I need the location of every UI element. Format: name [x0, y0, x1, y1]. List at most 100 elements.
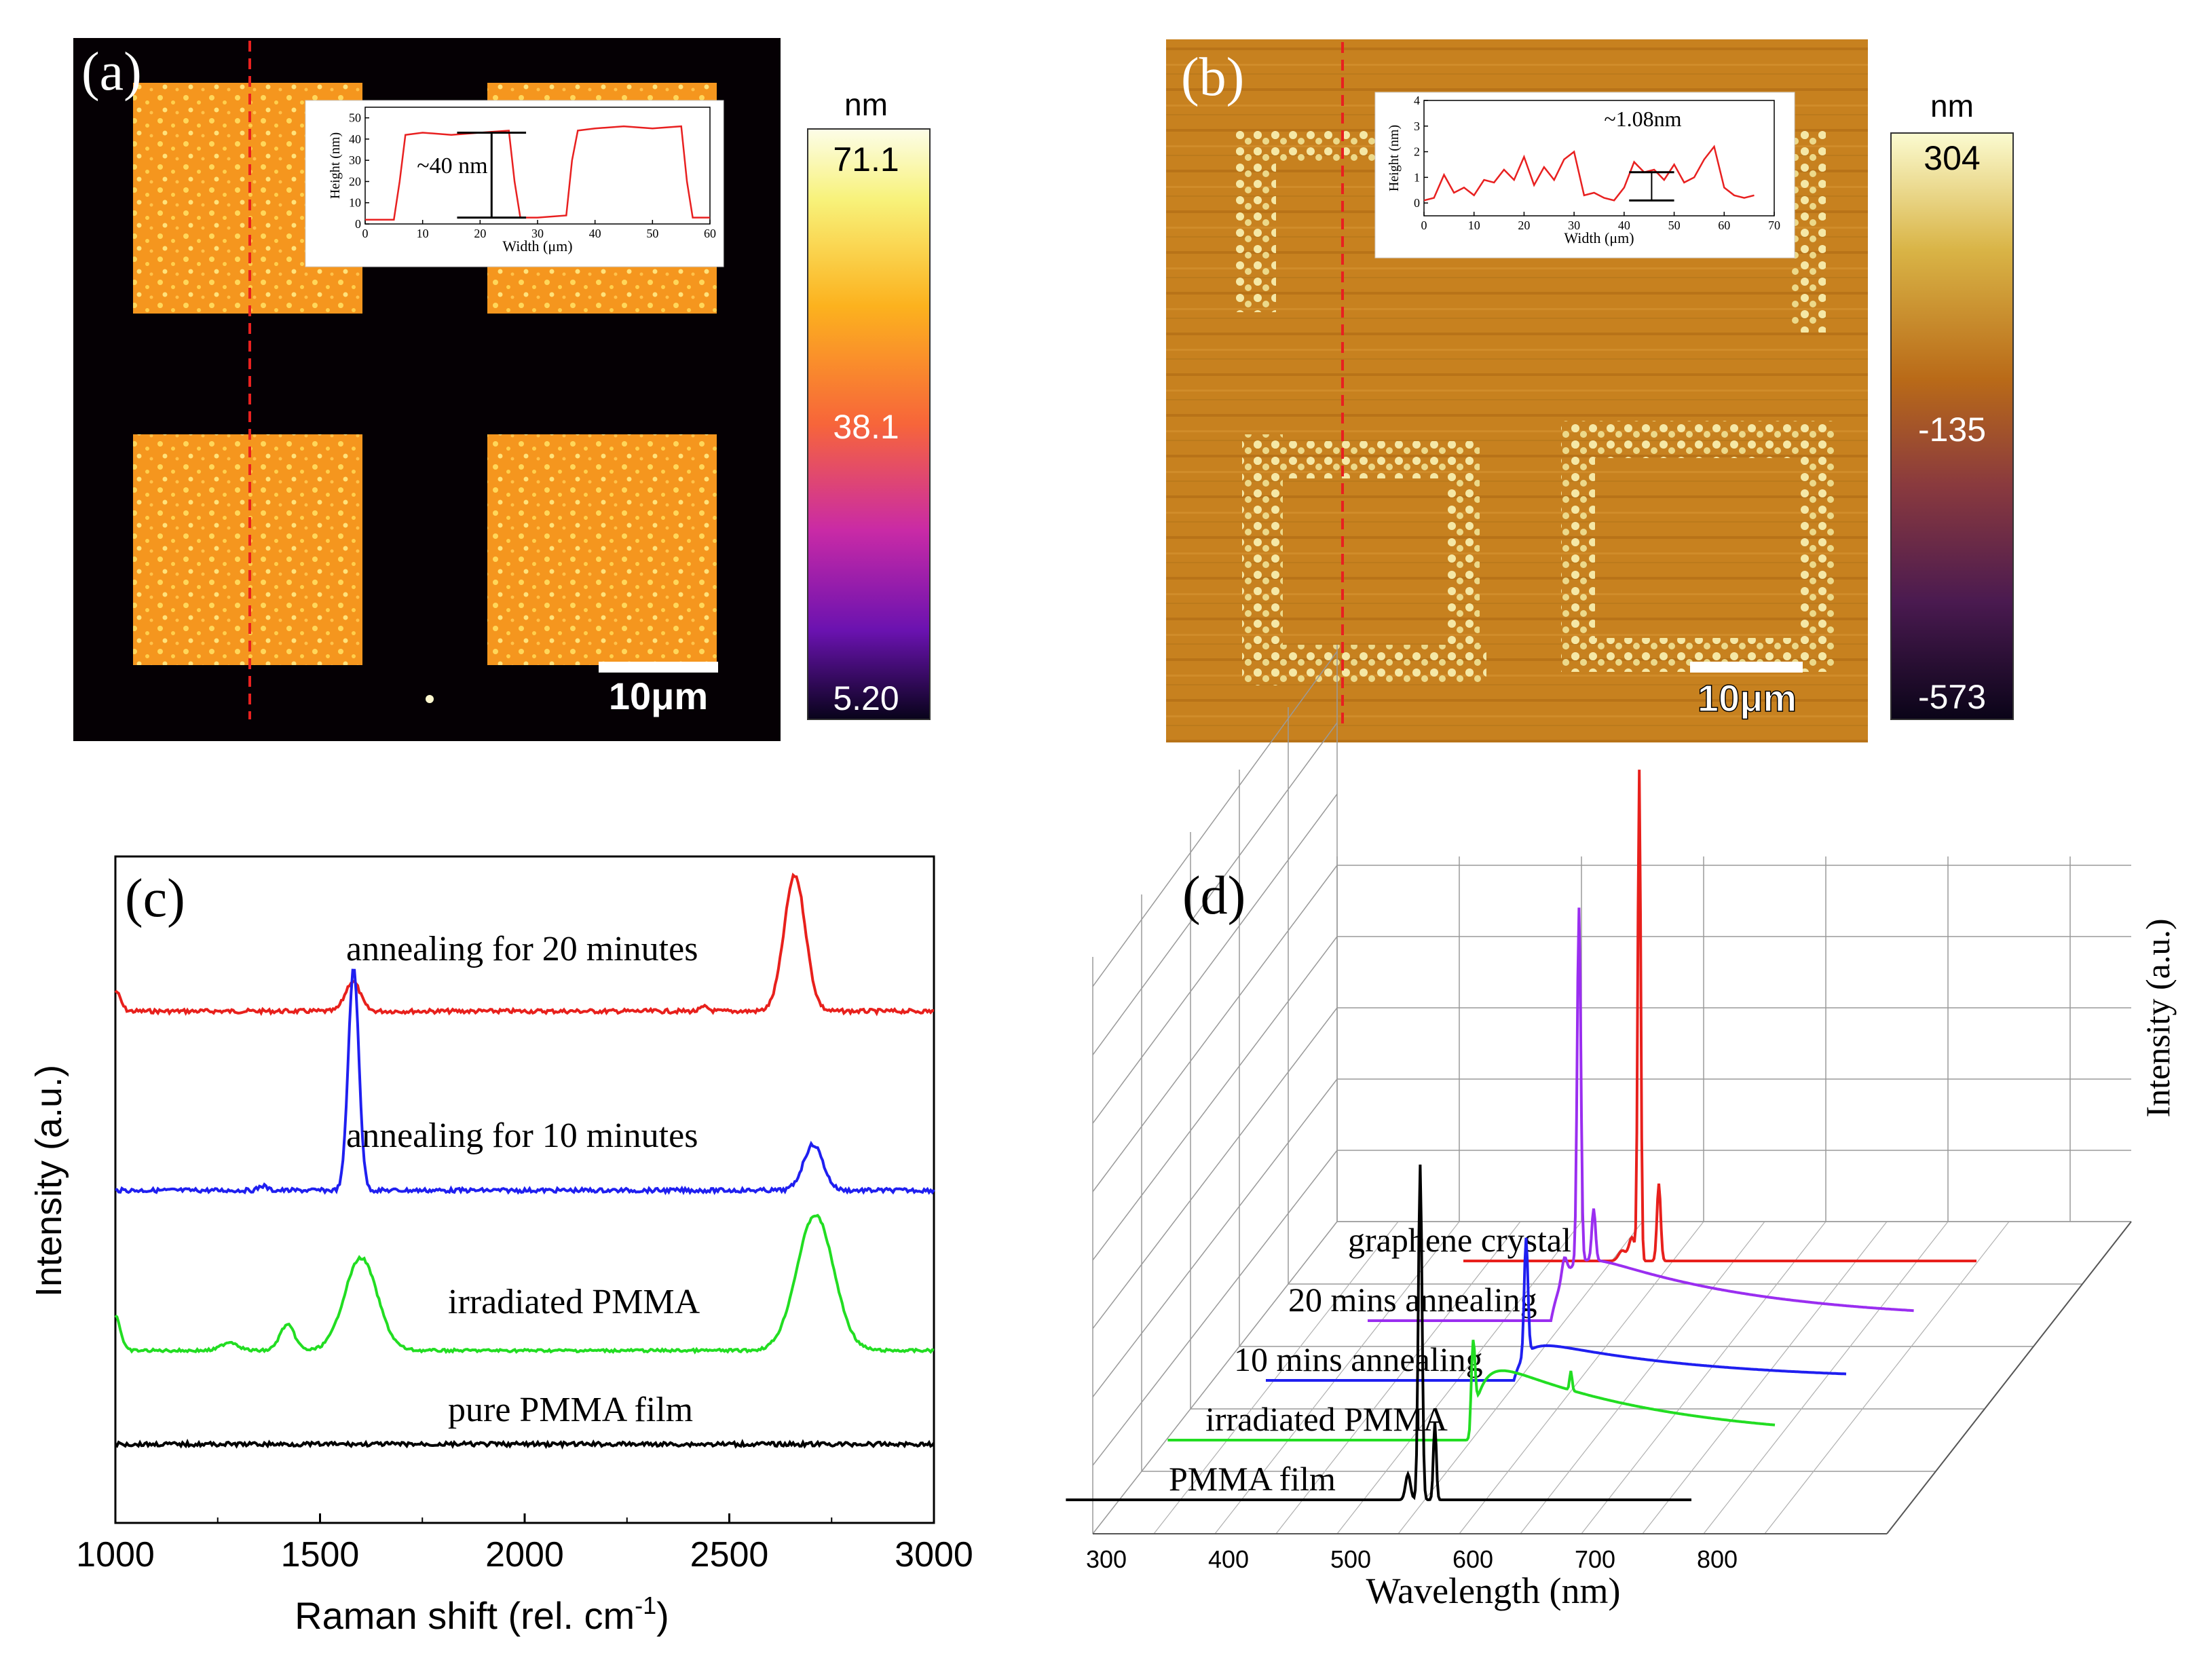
- grid-left-wall-h: [1092, 793, 1338, 1124]
- grid-floor-depth-line: [1764, 1221, 2010, 1534]
- series-label-c: annealing for 20 minutes: [346, 930, 698, 968]
- grid-left-wall-h: [1092, 1150, 1338, 1466]
- inset-y-tick-label: 50: [349, 111, 361, 125]
- colorbar-min-a: 5.20: [833, 679, 899, 717]
- x-tick-label-d: 300: [1086, 1545, 1127, 1573]
- panel-a: (a) 10μm 0 10 20 30 40 50 60 0 10 20 30 40 50 Width (…: [73, 38, 931, 741]
- 3d-grid-d: [1092, 645, 2132, 1534]
- inset-y-tick-label: 40: [349, 132, 361, 146]
- scale-bar-b: [1690, 662, 1803, 673]
- colorbar-unit-a: nm: [844, 87, 888, 122]
- grid-left-wall-h: [1092, 651, 1338, 987]
- inset-x-tick-label: 10: [417, 227, 429, 240]
- inset-x-tick-label: 50: [646, 227, 658, 240]
- inset-x-tick-label: 40: [589, 227, 601, 240]
- inset-x-tick-label: 0: [362, 227, 369, 240]
- x-tick-label-c: 3000: [895, 1535, 973, 1574]
- inset-y-axis-label: Height (nm): [328, 132, 343, 199]
- grid-left-wall-h: [1092, 1078, 1338, 1397]
- inset-y-tick-label: 20: [349, 174, 361, 188]
- afm-square-bottom-right: [487, 434, 717, 665]
- grid-floor-depth-line: [1459, 1221, 1704, 1534]
- scale-bar-label-a: 10μm: [609, 675, 708, 717]
- x-tick-label-d: 600: [1452, 1545, 1493, 1573]
- colorbar-min-b: -573: [1918, 678, 1986, 716]
- series-label-d: 10 mins annealing: [1234, 1340, 1483, 1378]
- scale-bar-a: [599, 662, 718, 673]
- grid-floor-depth-line: [1336, 1221, 1582, 1534]
- inset-x-tick-label: 40: [1618, 219, 1630, 232]
- inset-x-tick-label: 60: [1718, 219, 1730, 232]
- inset-y-tick-label: 30: [349, 153, 361, 167]
- y-axis-label-d: Intensity (a.u.): [2139, 919, 2177, 1118]
- colorbar-mid-a: 38.1: [833, 408, 899, 446]
- grid-left-wall-h: [1092, 722, 1338, 1055]
- inset-x-axis-label: Width (μm): [1564, 229, 1634, 246]
- inset-x-tick-label: 0: [1421, 219, 1427, 232]
- inset-x-tick-label: 70: [1768, 219, 1780, 232]
- panel-b: (b) 10μm 0 10 20 30 40 50 60 70 0 1 2 3 4 Width (μm) H…: [1166, 39, 2014, 742]
- x-tick-label-c: 1500: [281, 1535, 360, 1574]
- scale-bar-label-b: 10μm: [1698, 677, 1797, 719]
- panel-d: 300 400 500 600 700 800 graphene crystal 20 min…: [1066, 645, 2177, 1611]
- grid-left-wall-h: [1092, 1007, 1338, 1329]
- inset-x-tick-label: 20: [1518, 219, 1530, 232]
- x-tick-label-d: 700: [1575, 1545, 1615, 1573]
- panel-label-b: (b): [1181, 48, 1244, 107]
- plot-area-c: 1000 1500 2000 2500 3000 annealing for 20 min…: [76, 872, 973, 1574]
- inset-x-tick-label: 20: [474, 227, 486, 240]
- grid-left-wall-h: [1092, 1221, 1338, 1534]
- inset-frame: [1423, 100, 1775, 216]
- inset-y-tick-label: 3: [1414, 119, 1420, 133]
- panel-label-c: (c): [125, 869, 185, 928]
- x-tick-label-d: 500: [1330, 1545, 1371, 1573]
- colorbar-unit-b: nm: [1930, 88, 1974, 124]
- grid-left-wall-h: [1092, 865, 1338, 1192]
- x-tick-label-c: 2000: [485, 1535, 564, 1574]
- grid-floor-depth-line: [1703, 1221, 1949, 1534]
- grid-floor-depth-line: [1520, 1221, 1765, 1534]
- series-line-d: [1463, 770, 1976, 1262]
- y-axis-label-c: Intensity (a.u.): [29, 1065, 69, 1297]
- series-label-c: pure PMMA film: [448, 1391, 693, 1429]
- x-axis-label-c-main: Raman shift (rel. cm: [295, 1594, 635, 1637]
- inset-y-tick-label: 0: [1414, 196, 1420, 210]
- grid-floor-depth-line: [1153, 1221, 1399, 1534]
- grid-floor-depth-line: [1581, 1221, 1826, 1534]
- inset-x-tick-label: 50: [1668, 219, 1681, 232]
- x-tick-label-c: 1000: [76, 1535, 155, 1574]
- x-axis-label-c: Raman shift (rel. cm-1): [295, 1591, 669, 1637]
- inset-x-tick-label: 10: [1468, 219, 1480, 232]
- series-label-d: PMMA film: [1169, 1460, 1336, 1498]
- grid-left-wall-h: [1092, 936, 1338, 1261]
- inset-y-tick-label: 2: [1414, 145, 1420, 159]
- inset-y-tick-label: 4: [1414, 94, 1420, 107]
- series-label-c: irradiated PMMA: [448, 1283, 700, 1321]
- colorbar-a: [807, 128, 931, 720]
- afm-particle: [426, 695, 434, 703]
- panel-c: 1000 1500 2000 2500 3000 annealing for 20 min…: [29, 855, 973, 1637]
- colorbar-max-a: 71.1: [833, 140, 899, 178]
- series-line-c: [114, 1438, 935, 1450]
- colorbar-b: [1890, 132, 2014, 720]
- x-tick-label-c: 2500: [690, 1535, 769, 1574]
- inset-x-axis-label: Width (μm): [502, 238, 572, 254]
- series-line-d: [1368, 907, 1914, 1322]
- x-tick-label-d: 800: [1697, 1545, 1738, 1573]
- inset-profile-line: [1423, 145, 1755, 202]
- grid-floor-depth-line: [1642, 1221, 1888, 1534]
- inset-x-tick-label: 30: [1568, 219, 1580, 232]
- series-line-d: [1167, 1340, 1776, 1441]
- inset-y-tick-label: 10: [349, 196, 361, 210]
- series-line-c: [114, 872, 935, 1017]
- inset-x-tick-label: 60: [704, 227, 716, 240]
- grid-floor-depth-line: [1275, 1221, 1521, 1534]
- series-label-c: annealing for 10 minutes: [346, 1116, 698, 1155]
- inset-y-tick-label: 1: [1414, 170, 1420, 184]
- panel-label-a: (a): [81, 42, 142, 102]
- colorbar-max-b: 304: [1924, 139, 1980, 177]
- inset-profile-line: [365, 125, 710, 221]
- x-axis-label-c-end: ): [656, 1594, 669, 1637]
- inset-plot-a: 0 10 20 30 40 50 60 0 10 20 30 40 50 Width (μm) Height…: [328, 107, 716, 254]
